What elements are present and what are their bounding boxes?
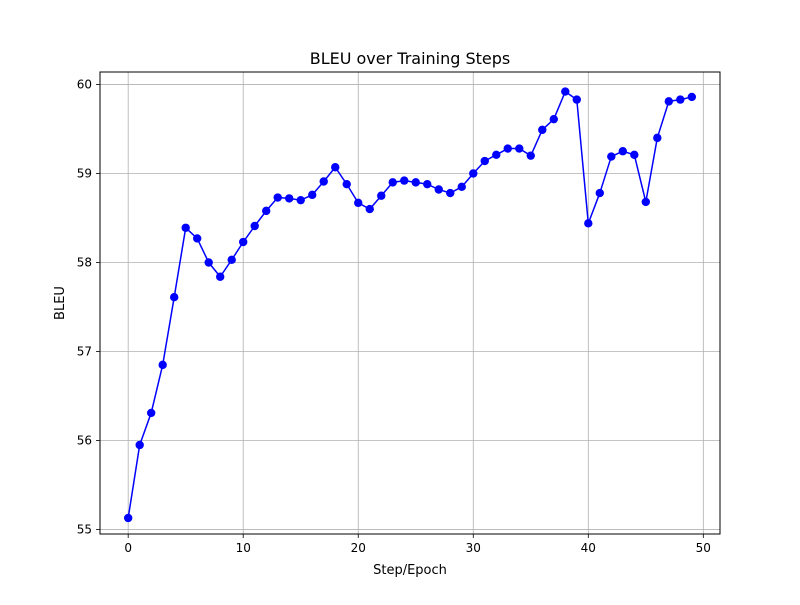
data-point [572,95,581,104]
data-point [296,195,305,205]
data-point [273,193,282,202]
data-point [146,408,156,418]
data-point [365,204,374,214]
data-point [492,150,501,159]
y-tick-label: 59 [77,166,92,180]
x-axis-label: Step/Epoch [373,563,447,578]
x-tick-label: 30 [466,541,481,555]
y-tick-label: 57 [77,345,92,359]
data-point [319,177,328,186]
y-tick-label: 60 [77,77,92,91]
data-point [561,87,570,96]
data-point [192,234,202,243]
grid-layer [100,72,720,534]
data-point [400,176,409,185]
data-point [123,513,133,523]
data-point [641,197,651,207]
data-point [457,182,466,192]
data-point [354,198,363,208]
data-point [526,151,535,160]
data-point [411,178,420,187]
data-point [169,293,179,302]
data-point [503,144,512,153]
data-point [446,188,455,198]
data-point [549,114,558,124]
data-point [204,258,213,267]
x-tick-label: 0 [124,541,132,555]
data-point [250,221,259,231]
data-point [676,95,685,104]
data-point [239,237,248,247]
y-tick-label: 56 [77,434,92,448]
data-point [469,169,478,178]
data-point [630,150,639,159]
data-point [308,190,317,200]
data-point [434,185,443,194]
data-point [664,97,674,106]
data-point [595,188,604,198]
data-point [285,194,294,203]
plot-frame [99,71,721,535]
y-axis-label: BLEU [53,286,68,320]
data-point [538,125,547,135]
data-point [216,272,225,281]
data-point [331,163,340,172]
data-point [515,144,524,153]
data-point [158,360,167,370]
data-point [181,223,190,232]
data-point [618,147,628,156]
data-point [480,156,489,166]
x-tick-label: 50 [696,541,711,555]
series-layer [123,87,697,523]
data-point [227,255,236,265]
data-point [687,92,697,102]
x-tick-label: 10 [236,541,251,555]
data-point [262,206,271,216]
data-point [423,179,432,189]
tick-layer: 0 10 20 30 40 50 55 56 57 58 59 60 [77,77,711,555]
data-point [388,178,397,187]
y-tick-label: 55 [77,523,92,537]
data-point [653,133,662,143]
data-point [377,191,386,200]
data-point [342,179,351,189]
data-point [135,440,144,450]
data-point [607,152,616,161]
x-tick-label: 20 [351,541,366,555]
y-tick-label: 58 [77,255,92,269]
data-point [584,219,593,228]
chart-title: BLEU over Training Steps [310,49,511,68]
x-tick-label: 40 [581,541,596,555]
